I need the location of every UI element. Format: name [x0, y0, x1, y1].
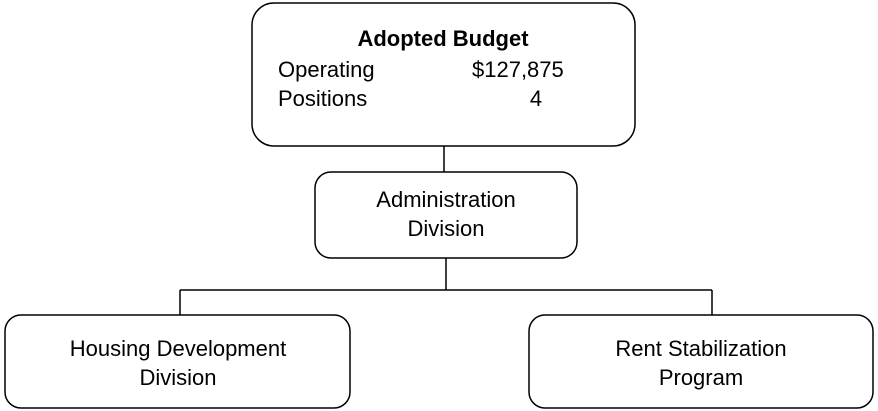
- budget-title: Adopted Budget: [357, 26, 529, 51]
- row-value: $127,875: [472, 57, 564, 82]
- node-label: Administration: [376, 187, 515, 212]
- connectors: [179, 146, 713, 315]
- node-label: Housing Development: [70, 336, 286, 361]
- row-label: Positions: [278, 86, 367, 111]
- row-value: 4: [530, 86, 542, 111]
- node-label: Program: [659, 365, 743, 390]
- node-label: Rent Stabilization: [615, 336, 786, 361]
- admin-box: [314, 171, 578, 259]
- node-label: Division: [407, 216, 484, 241]
- node-label: Division: [139, 365, 216, 390]
- rent-box: [528, 314, 874, 409]
- budget-box: [251, 2, 636, 147]
- row-label: Operating: [278, 57, 375, 82]
- housing-box: [4, 314, 351, 409]
